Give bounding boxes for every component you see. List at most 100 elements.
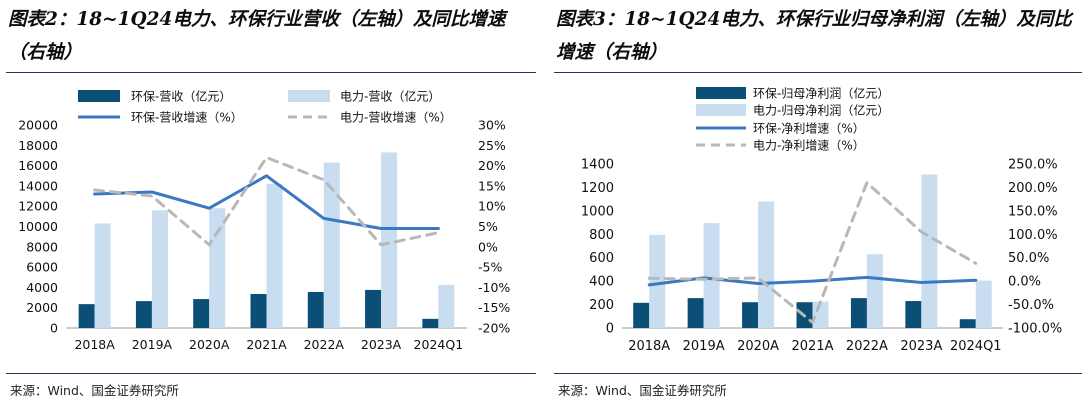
series-line-dianli-growth	[93, 156, 440, 247]
bar-dianli	[975, 280, 992, 328]
legend-label: 环保-营收增速（%）	[131, 111, 243, 125]
legend-label: 环保-净利增速（%）	[753, 122, 865, 136]
left-axis-tick-label: 16000	[18, 158, 58, 173]
bar-huanbao	[905, 301, 922, 328]
chart-panel-revenue: 图表2：18~1Q24电力、环保行业营收（左轴）及同比增速（右轴） 0 2000 4…	[0, 0, 540, 404]
left-axis-tick-label: 0	[606, 322, 614, 337]
x-axis-tick-label: 2019A	[683, 339, 725, 354]
bar-huanbao	[687, 298, 704, 328]
left-axis-tick-label: 4000	[26, 280, 58, 295]
right-axis-tick-label: -10%	[478, 280, 510, 295]
profit-chart: 0 200 400 600 800 1000 1200 1400 -100.0% -50.0% 0.…	[581, 86, 1062, 355]
left-axis-tick-label: 0	[50, 321, 58, 336]
source-divider	[6, 373, 536, 374]
bar-huanbao	[959, 319, 976, 328]
bar-huanbao	[135, 301, 152, 328]
bar-huanbao	[365, 289, 382, 328]
title-divider	[6, 72, 536, 73]
bar-dianli	[438, 284, 455, 328]
left-axis-tick-label: 600	[589, 251, 614, 266]
x-axis-tick-label: 2021A	[246, 337, 287, 352]
legend-swatch	[288, 90, 330, 102]
bar-huanbao	[193, 299, 210, 328]
x-axis-tick-label: 2020A	[189, 337, 230, 352]
bar-huanbao	[250, 293, 267, 328]
figure-title: 图表3：18~1Q24电力、环保行业归母净利润（左轴）及同比增速（右轴）	[556, 9, 1072, 63]
left-axis-tick-label: 18000	[18, 138, 58, 153]
right-axis-tick-label: 0.0%	[1008, 275, 1041, 290]
right-axis-tick-label: 15%	[478, 178, 506, 193]
bar-dianli	[649, 234, 666, 328]
right-axis-tick-label: -20%	[478, 321, 510, 336]
x-axis-tick-label: 2019A	[132, 337, 173, 352]
left-axis-tick-label: 200	[589, 298, 614, 313]
source-note: 来源：Wind、国金证券研究所	[558, 383, 727, 398]
right-axis-tick-label: -100.0%	[1008, 322, 1062, 337]
bar-dianli	[94, 223, 111, 328]
right-axis-tick-label: 50.0%	[1008, 251, 1049, 266]
bar-huanbao	[742, 302, 759, 328]
bar-huanbao	[422, 318, 439, 328]
right-axis-tick-label: -15%	[478, 300, 510, 315]
left-axis-tick-label: 6000	[26, 260, 58, 275]
source-divider	[554, 373, 1082, 374]
left-axis-tick-label: 1200	[581, 181, 614, 196]
legend-swatch	[78, 90, 120, 102]
left-axis-tick-label: 20000	[18, 118, 58, 133]
right-axis-tick-label: 30%	[478, 118, 506, 133]
x-axis-tick-label: 2024Q1	[950, 339, 1002, 354]
chart-panel-profit: 图表3：18~1Q24电力、环保行业归母净利润（左轴）及同比增速（右轴） 0 20…	[548, 0, 1086, 404]
bar-huanbao	[850, 298, 867, 328]
left-axis-tick-label: 2000	[26, 300, 58, 315]
legend-label: 环保-营收（亿元）	[131, 89, 231, 104]
x-axis-tick-label: 2021A	[792, 339, 834, 354]
bar-dianli	[703, 223, 720, 328]
left-axis-tick-label: 12000	[18, 199, 58, 214]
bar-huanbao	[633, 302, 650, 328]
bar-dianli	[323, 162, 340, 328]
bar-dianli	[866, 254, 883, 328]
x-axis-tick-label: 2018A	[628, 339, 670, 354]
bar-dianli	[151, 210, 168, 328]
legend-swatch	[696, 87, 746, 99]
x-axis-tick-label: 2018A	[74, 337, 115, 352]
left-axis-tick-label: 800	[589, 228, 614, 243]
bar-dianli	[381, 152, 398, 328]
legend-label: 电力-归母净利润（亿元）	[753, 103, 889, 118]
right-axis-tick-label: 20%	[478, 158, 506, 173]
right-axis-tick-label: 0%	[478, 239, 498, 254]
figure-title: 图表2：18~1Q24电力、环保行业营收（左轴）及同比增速（右轴）	[8, 9, 506, 63]
series-line-dianli-growth	[647, 181, 978, 324]
x-axis-tick-label: 2022A	[846, 339, 888, 354]
right-axis-tick-label: 10%	[478, 199, 506, 214]
x-axis-tick-label: 2022A	[304, 337, 345, 352]
left-axis-tick-label: 1400	[581, 158, 614, 173]
bar-dianli	[758, 201, 775, 328]
bar-huanbao	[307, 291, 324, 328]
left-axis-tick-label: 10000	[18, 219, 58, 234]
series-line-huanbao-growth	[93, 174, 440, 230]
bar-dianli	[209, 208, 226, 328]
legend-label: 电力-营收增速（%）	[340, 111, 452, 125]
bar-huanbao	[78, 304, 95, 328]
revenue-chart: 0 2000 4000 6000 8000 10000 12000 14000 16000 180…	[18, 89, 510, 353]
x-axis-tick-label: 2023A	[361, 337, 402, 352]
left-axis-tick-label: 14000	[18, 178, 58, 193]
right-axis-tick-label: 25%	[478, 138, 506, 153]
legend-swatch	[696, 104, 746, 116]
right-axis-tick-label: -5%	[478, 260, 502, 275]
right-axis-tick-label: 100.0%	[1008, 228, 1058, 243]
right-axis-tick-label: 200.0%	[1008, 181, 1058, 196]
x-axis-tick-label: 2024Q1	[414, 337, 464, 352]
source-note: 来源：Wind、国金证券研究所	[10, 383, 179, 398]
right-axis-tick-label: -50.0%	[1008, 298, 1054, 313]
title-divider	[554, 72, 1082, 73]
legend-label: 电力-营收（亿元）	[340, 89, 440, 104]
x-axis-tick-label: 2020A	[737, 339, 779, 354]
x-axis-tick-label: 2023A	[900, 339, 942, 354]
legend-label: 电力-净利增速（%）	[753, 139, 865, 153]
legend-label: 环保-归母净利润（亿元）	[753, 86, 889, 101]
left-axis-tick-label: 400	[589, 275, 614, 290]
right-axis-tick-label: 5%	[478, 219, 498, 234]
right-axis-tick-label: 150.0%	[1008, 204, 1058, 219]
